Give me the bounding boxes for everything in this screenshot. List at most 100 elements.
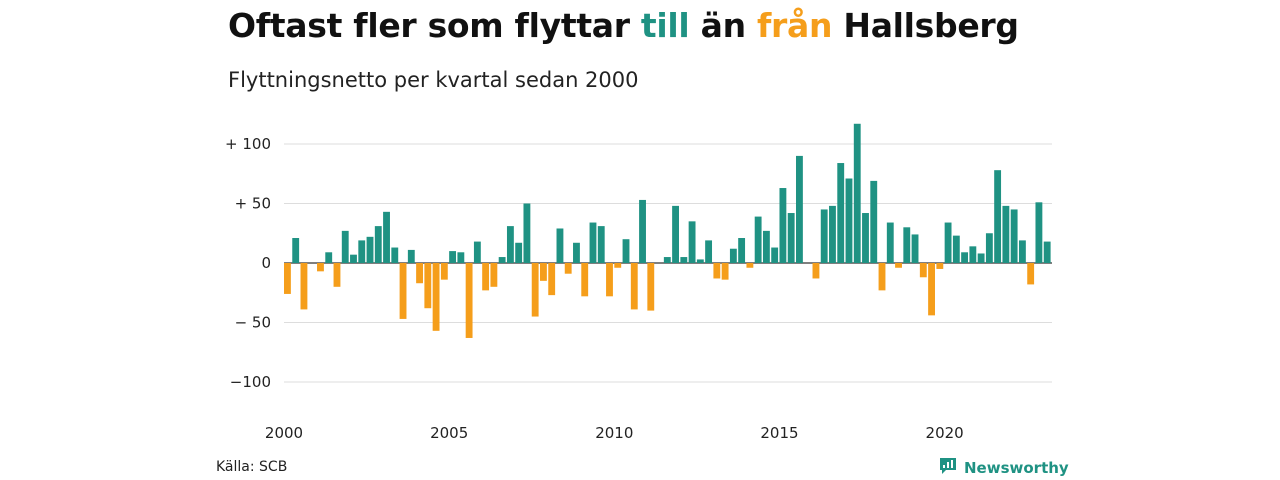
bar: [820, 209, 828, 263]
bar: [333, 263, 341, 287]
bar: [383, 211, 390, 263]
bar: [1010, 209, 1018, 263]
bar: [911, 234, 919, 263]
bar: [696, 259, 704, 263]
bar: [762, 230, 770, 263]
bar: [829, 205, 836, 263]
x-tick-label: 2005: [430, 424, 468, 442]
bar: [812, 263, 820, 279]
bar: [944, 222, 952, 263]
newsworthy-logo-icon: [938, 456, 958, 480]
bar: [936, 263, 944, 269]
brand-logo[interactable]: Newsworthy: [938, 456, 1069, 480]
bar: [490, 263, 498, 287]
bar: [994, 170, 1002, 263]
bar: [498, 257, 506, 263]
bar: [853, 123, 861, 264]
bar: [862, 213, 869, 263]
x-tick-label: 2020: [926, 424, 964, 442]
bar: [597, 226, 605, 263]
bar: [556, 228, 564, 263]
x-axis-labels: 2000 2005 2010 2015 2020: [265, 424, 964, 442]
bar: [903, 227, 911, 263]
x-tick-label: 2015: [760, 424, 798, 442]
bar: [738, 238, 746, 263]
brand-name: Newsworthy: [964, 459, 1069, 477]
bar: [325, 252, 333, 263]
bar: [374, 226, 382, 263]
bar: [440, 263, 448, 280]
y-tick-label: −100: [230, 373, 271, 391]
bar-chart: + 100 + 50 0 − 50 −100 2000 2005 2010 2015 2020: [225, 123, 1052, 442]
bar: [292, 238, 300, 263]
bar: [1043, 241, 1051, 263]
source-note: Källa: SCB: [216, 459, 288, 475]
x-tick-label: 2000: [265, 424, 303, 442]
y-tick-label: + 50: [235, 195, 271, 213]
bar: [317, 263, 324, 272]
bar: [952, 235, 960, 263]
bar: [457, 252, 465, 263]
bar: [630, 263, 638, 310]
bar: [680, 257, 688, 263]
bar: [672, 205, 679, 263]
bar: [787, 213, 795, 263]
bar: [432, 263, 440, 331]
bar: [961, 252, 969, 263]
title-highlight-till: till: [640, 6, 690, 45]
bar: [341, 230, 349, 263]
bar: [548, 263, 556, 296]
bar: [647, 263, 655, 311]
bar: [540, 263, 547, 281]
title-highlight-fran: från: [756, 6, 833, 45]
title-part-1: Oftast fler som flyttar: [228, 6, 641, 45]
bar: [391, 247, 399, 263]
bar: [796, 155, 803, 263]
bar: [564, 263, 572, 274]
bar: [779, 188, 787, 263]
y-tick-label: + 100: [225, 135, 271, 153]
bar: [416, 263, 423, 284]
bar: [581, 263, 589, 297]
bar: [622, 239, 630, 263]
bar: [754, 216, 762, 263]
bars: [284, 123, 1051, 338]
bar: [705, 240, 713, 263]
bar: [465, 263, 473, 338]
bar: [663, 257, 671, 263]
bar: [985, 233, 993, 263]
bar: [1018, 240, 1026, 263]
chart-subtitle: Flyttningsnetto per kvartal sedan 2000: [228, 68, 639, 92]
title-part-3: än: [689, 6, 757, 45]
title-part-5: Hallsberg: [832, 6, 1019, 45]
bar: [424, 263, 432, 309]
bar: [614, 263, 622, 268]
bar: [366, 236, 374, 263]
bar: [721, 263, 729, 280]
bar: [515, 242, 523, 263]
bar: [771, 247, 779, 263]
bar: [300, 263, 308, 310]
bar: [1002, 205, 1010, 263]
y-axis-labels: + 100 + 50 0 − 50 −100: [225, 135, 271, 391]
bar: [1035, 202, 1043, 263]
bar: [845, 178, 853, 263]
bar: [886, 222, 894, 263]
bar: [969, 246, 977, 263]
bar: [523, 203, 531, 263]
bar: [531, 263, 539, 317]
bar: [729, 248, 737, 263]
bar: [473, 241, 481, 263]
bar: [688, 221, 696, 263]
bar: [358, 240, 366, 263]
bar: [284, 263, 291, 294]
bar: [977, 253, 985, 263]
x-tick-label: 2010: [595, 424, 633, 442]
bar: [837, 163, 845, 263]
y-tick-label: − 50: [235, 314, 271, 332]
chart-title: Oftast fler som flyttar till än från Hal…: [228, 6, 1019, 45]
bar: [1027, 263, 1035, 285]
bar: [399, 263, 407, 319]
bar: [878, 263, 886, 291]
y-tick-label: 0: [261, 254, 271, 272]
